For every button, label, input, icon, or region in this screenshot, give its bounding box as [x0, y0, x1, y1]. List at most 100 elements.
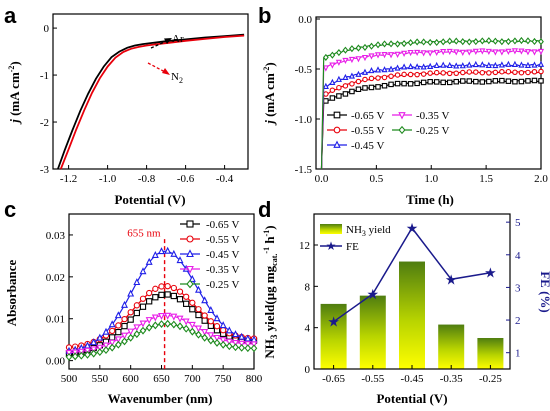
- panel-b-point: [459, 62, 466, 69]
- panel-c-point: [195, 285, 202, 293]
- panel-b-point: [466, 49, 473, 56]
- panel-c-point: [201, 333, 208, 342]
- panel-d-xlabel: Potential (V): [376, 391, 447, 406]
- panel-c-point: [133, 278, 141, 286]
- panel-a: -1.2 -1.0 -0.8 -0.6 -0.4 0 -1 -2 -3 Ar N2 Potent…: [7, 13, 249, 207]
- panel-c-point: [232, 343, 239, 352]
- panel-b-point: [368, 53, 375, 60]
- panel-b-point: [322, 53, 329, 61]
- panel-b-point: [473, 78, 479, 85]
- panel-c-point: [170, 284, 177, 292]
- panel-c-legend-label: -0.65 V: [206, 219, 239, 231]
- panel-b-point: [525, 37, 531, 45]
- panel-d-xtick-label: -0.65: [322, 373, 345, 385]
- panel-c-point: [139, 303, 147, 310]
- panel-c-point: [219, 321, 227, 329]
- panel-label-d: d: [258, 197, 271, 222]
- panel-c-point: [189, 327, 196, 336]
- panel-c-point: [139, 320, 147, 328]
- panel-c-ytick-label: 0.03: [46, 230, 66, 242]
- panel-c-point: [102, 342, 110, 350]
- panel-b-point: [492, 78, 499, 84]
- panel-b-point: [473, 69, 479, 75]
- panel-b-point: [499, 68, 505, 75]
- panel-b-point: [472, 48, 479, 55]
- panel-a-xlabel: Potential (V): [114, 192, 185, 207]
- panel-c-ytick-label: 0.02: [46, 272, 65, 284]
- panel-c-point: [188, 321, 196, 329]
- panel-c-point: [207, 318, 214, 325]
- panel-b-series-0: [320, 77, 544, 170]
- panel-b-point: [388, 73, 394, 80]
- panel-b-point: [518, 78, 525, 85]
- panel-b-point: [407, 62, 414, 70]
- panel-c-point: [176, 288, 184, 295]
- fe-point: ★: [484, 267, 497, 282]
- panel-b-point: [466, 69, 473, 75]
- panel-c-point: [102, 346, 110, 355]
- panel-b-series-1: [320, 68, 544, 170]
- panel-c-point: [152, 294, 159, 301]
- panel-b-point: [512, 78, 518, 85]
- panel-d-xtick-label: -0.35: [440, 373, 463, 385]
- panel-c-xlabel: Wavenumber (nm): [108, 391, 213, 406]
- panel-b-point: [420, 63, 427, 70]
- panel-b-point: [499, 77, 505, 84]
- panel-c-point: [114, 311, 122, 319]
- panel-b-point: [342, 83, 349, 89]
- panel-c-point: [176, 322, 184, 331]
- panel-c-point: [219, 337, 227, 345]
- panel-b-point: [525, 78, 531, 84]
- panel-d-y2label: FE (%): [538, 271, 550, 313]
- panel-c-point: [96, 344, 104, 352]
- panel-d-right-ytick-label: 3: [515, 282, 521, 294]
- panel-d-ytick-label: 12: [299, 240, 310, 252]
- panel-c-point: [244, 334, 252, 342]
- panel-a-annotation-ar: Ar: [150, 33, 184, 49]
- fe-point: ★: [445, 273, 458, 288]
- panel-b-point: [498, 61, 505, 68]
- panel-c-point: [238, 332, 246, 340]
- panel-b-point: [335, 59, 342, 66]
- panel-c-series: [65, 246, 258, 361]
- panel-c-ticks: 500 550 600 650 700 750 800 0.00 0.01 0.02 0.03: [46, 230, 263, 385]
- panel-c-point: [133, 302, 140, 309]
- panel-b-xtick-label: 0.0: [315, 173, 329, 185]
- panel-b-point: [446, 48, 453, 56]
- panel-c-legend-marker: [186, 220, 194, 228]
- panel-b-point: [362, 85, 368, 91]
- panel-c-ylabel: Absorbance: [4, 260, 19, 327]
- panel-c-legend-label: -0.35 V: [206, 264, 239, 276]
- panel-b-xtick-label: 1.5: [479, 173, 493, 185]
- panel-b-point: [420, 38, 427, 46]
- panel-b-point: [355, 70, 362, 77]
- panel-b-point: [342, 57, 349, 65]
- panel-c-point: [96, 333, 104, 341]
- panel-b-point: [374, 66, 382, 73]
- panel-c-xtick-label: 650: [153, 373, 170, 385]
- panel-c-legend-label: -0.25 V: [206, 279, 239, 291]
- panel-b-legend-label: -0.55 V: [351, 125, 384, 137]
- panel-a-xtick-label: -0.4: [216, 173, 234, 185]
- panel-b-point: [485, 37, 492, 45]
- panel-c-xtick-label: 500: [61, 373, 78, 385]
- panel-c-series-4: [65, 319, 258, 361]
- panel-b-point: [538, 68, 544, 75]
- panel-b-xlabel: Time (h): [406, 192, 454, 207]
- panel-a-line-ar: [57, 33, 245, 170]
- panel-b-point: [394, 64, 401, 71]
- panel-a-line-n2: [59, 34, 245, 170]
- panel-b-point: [355, 44, 362, 52]
- panel-c-point: [164, 312, 172, 320]
- panel-b-point: [329, 87, 336, 93]
- panel-b-point: [323, 91, 329, 97]
- panel-b-point: [518, 61, 525, 68]
- panel-b-point: [446, 70, 453, 77]
- panel-b-point: [335, 48, 342, 57]
- panel-c-point: [133, 330, 141, 339]
- panel-b-point: [394, 72, 401, 78]
- panel-b-legend-item: -0.65 V: [327, 110, 384, 122]
- panel-c-point: [176, 315, 184, 323]
- panel-a-ytick-label: -1: [40, 70, 49, 82]
